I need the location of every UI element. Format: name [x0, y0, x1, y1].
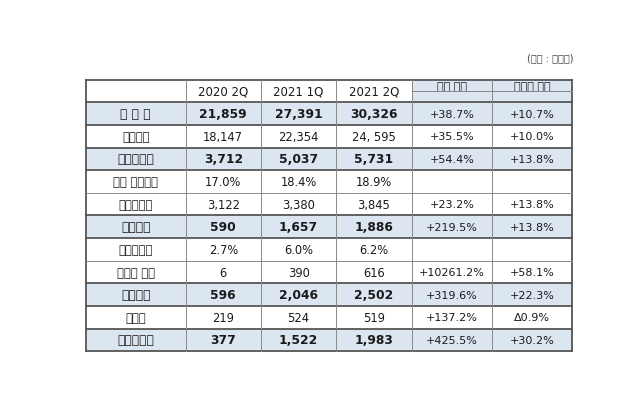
Text: 1,657: 1,657 — [279, 221, 318, 234]
Text: 전분기 대비: 전분기 대비 — [514, 81, 550, 91]
Text: +58.1%: +58.1% — [509, 267, 554, 277]
Bar — [86, 216, 572, 239]
Text: 219: 219 — [212, 311, 234, 324]
Text: +10.7%: +10.7% — [509, 109, 554, 119]
Text: 매출총이익: 매출총이익 — [117, 153, 154, 166]
Text: +38.7%: +38.7% — [429, 109, 474, 119]
Text: 2020 2Q: 2020 2Q — [198, 85, 248, 98]
Text: 2,046: 2,046 — [279, 288, 318, 302]
Text: 영업외 손익: 영업외 손익 — [116, 266, 155, 279]
Bar — [86, 126, 572, 148]
Text: +137.2%: +137.2% — [426, 312, 477, 322]
Text: 매 출 액: 매 출 액 — [120, 108, 151, 121]
Text: 3,122: 3,122 — [207, 198, 240, 211]
Text: +425.5%: +425.5% — [426, 335, 477, 345]
Text: 519: 519 — [363, 311, 385, 324]
Text: 영업이익률: 영업이익률 — [118, 243, 153, 256]
Text: 전년 대비: 전년 대비 — [436, 81, 467, 91]
Text: 2021 1Q: 2021 1Q — [273, 85, 324, 98]
Text: +10261.2%: +10261.2% — [419, 267, 484, 277]
Text: +30.2%: +30.2% — [509, 335, 554, 345]
Text: 524: 524 — [287, 311, 310, 324]
Text: 6.2%: 6.2% — [360, 243, 388, 256]
Text: 법인세: 법인세 — [125, 311, 146, 324]
Text: 2.7%: 2.7% — [209, 243, 238, 256]
Text: 판매관리비: 판매관리비 — [118, 198, 153, 211]
Text: 경상이익: 경상이익 — [121, 288, 150, 302]
Text: 1,983: 1,983 — [355, 334, 394, 346]
Text: 2021 2Q: 2021 2Q — [349, 85, 399, 98]
Text: 24, 595: 24, 595 — [352, 130, 396, 144]
Text: +22.3%: +22.3% — [509, 290, 554, 300]
Text: 21,859: 21,859 — [200, 108, 247, 121]
Text: (단위 : 십억원): (단위 : 십억원) — [527, 53, 573, 63]
Text: 3,712: 3,712 — [204, 153, 243, 166]
Text: 17.0%: 17.0% — [205, 176, 241, 188]
Bar — [412, 81, 572, 103]
Bar — [86, 261, 572, 284]
Bar — [86, 239, 572, 261]
Text: 590: 590 — [211, 221, 236, 234]
Text: +13.8%: +13.8% — [509, 200, 554, 210]
Text: 3,845: 3,845 — [358, 198, 390, 211]
Text: 390: 390 — [287, 266, 310, 279]
Text: 5,037: 5,037 — [279, 153, 318, 166]
Bar — [86, 284, 572, 306]
Text: +13.8%: +13.8% — [509, 222, 554, 232]
Text: +23.2%: +23.2% — [429, 200, 474, 210]
Text: Δ0.9%: Δ0.9% — [514, 312, 550, 322]
Text: 18.4%: 18.4% — [280, 176, 317, 188]
Bar — [86, 329, 572, 351]
Text: 영업이익: 영업이익 — [121, 221, 150, 234]
Bar — [86, 193, 572, 216]
Text: 3,380: 3,380 — [282, 198, 315, 211]
Bar — [86, 306, 572, 329]
Bar — [86, 81, 412, 103]
Text: 5,731: 5,731 — [355, 153, 394, 166]
Bar — [86, 103, 572, 126]
Text: 매출원가: 매출원가 — [122, 130, 150, 144]
Text: +54.4%: +54.4% — [429, 154, 474, 164]
Text: +10.0%: +10.0% — [509, 132, 554, 142]
Bar — [86, 171, 572, 193]
Text: 27,391: 27,391 — [275, 108, 323, 121]
Text: +319.6%: +319.6% — [426, 290, 477, 300]
Text: +219.5%: +219.5% — [426, 222, 477, 232]
Text: 6: 6 — [220, 266, 227, 279]
Text: 30,326: 30,326 — [350, 108, 397, 121]
Text: 616: 616 — [363, 266, 385, 279]
Text: 377: 377 — [211, 334, 236, 346]
Text: 6.0%: 6.0% — [284, 243, 313, 256]
Text: 22,354: 22,354 — [278, 130, 319, 144]
Text: 1,886: 1,886 — [355, 221, 394, 234]
Text: +13.8%: +13.8% — [509, 154, 554, 164]
Text: 1,522: 1,522 — [279, 334, 318, 346]
Text: 596: 596 — [211, 288, 236, 302]
Text: +35.5%: +35.5% — [429, 132, 474, 142]
Text: 매출 총이익률: 매출 총이익률 — [113, 176, 158, 188]
Text: 2,502: 2,502 — [355, 288, 394, 302]
Bar — [86, 148, 572, 171]
Text: 18.9%: 18.9% — [356, 176, 392, 188]
Text: 18,147: 18,147 — [204, 130, 243, 144]
Text: 당기순이익: 당기순이익 — [117, 334, 154, 346]
